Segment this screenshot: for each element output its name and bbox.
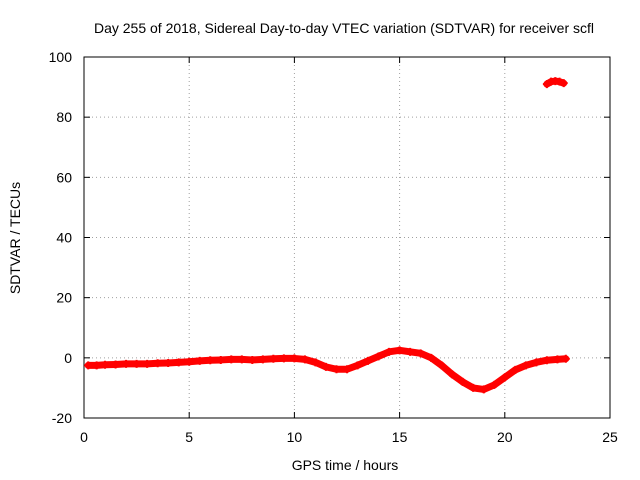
y-tick-label: 0 [64,350,72,366]
x-tick-label: 25 [602,429,618,445]
y-tick-label: 100 [49,49,73,65]
y-tick-label: 80 [56,109,72,125]
y-tick-label: -20 [52,410,72,426]
plot-frame [83,56,611,419]
x-tick-label: 10 [287,429,303,445]
y-tick-label: 20 [56,290,72,306]
x-tick-label: 0 [80,429,88,445]
x-tick-label: 20 [497,429,513,445]
y-tick-label: 60 [56,169,72,185]
x-tick-label: 5 [185,429,193,445]
chart-title: Day 255 of 2018, Sidereal Day-to-day VTE… [94,20,594,36]
x-tick-label: 15 [392,429,408,445]
axis-ticks: 0 5 10 15 20 25 -20 0 20 40 60 80 100 [49,49,618,445]
y-tick-label: 40 [56,230,72,246]
y-axis-label: SDTVAR / TECUs [7,182,23,294]
data-points [84,77,570,394]
x-axis-label: GPS time / hours [292,457,399,473]
data-point [561,354,570,363]
data-point [559,79,568,88]
